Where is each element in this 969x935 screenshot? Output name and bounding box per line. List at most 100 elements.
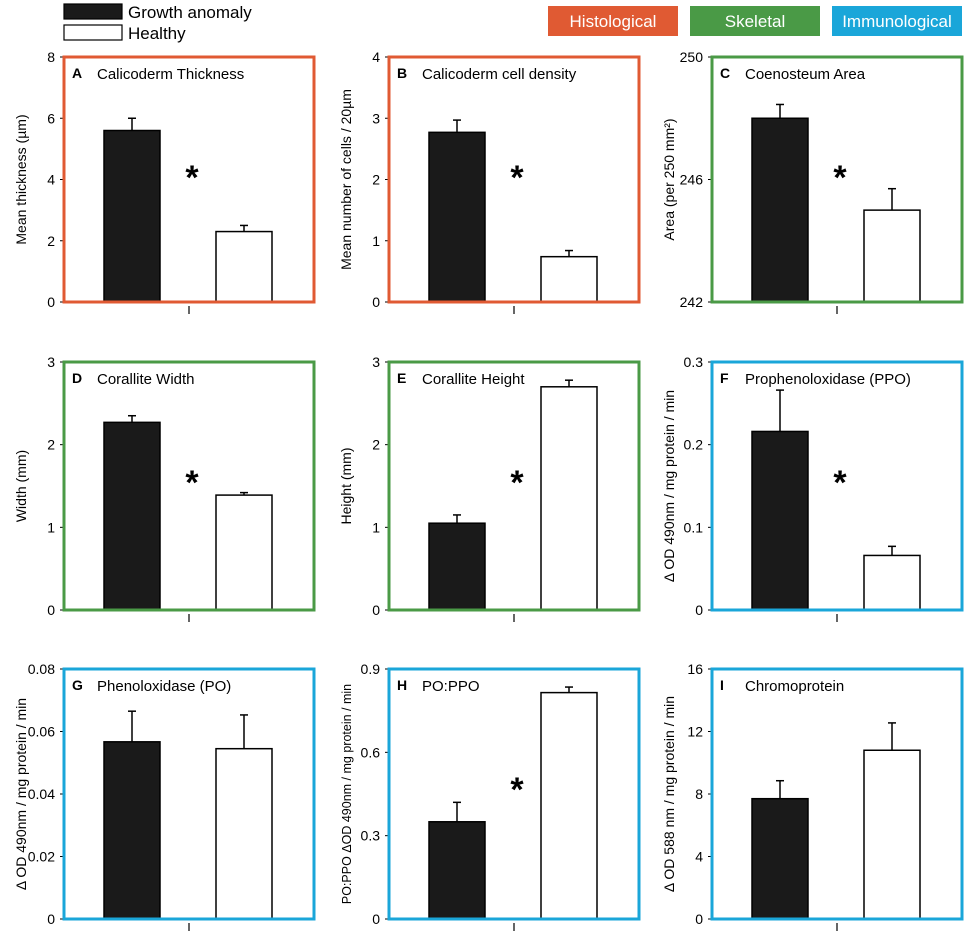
ylabel-i: Δ OD 588 nm / mg protein / min [661, 696, 677, 892]
panel-e: 0 1 2 3 E Corallite Height * Height (mm) [338, 354, 641, 622]
ytick-label-f-1: 0.1 [684, 519, 704, 535]
legend-box-immunological [832, 6, 962, 36]
panel-a: 0 2 4 6 8 A Calicoderm Thickness * Mean thicknes… [13, 49, 316, 314]
ytick-label-f-0: 0 [695, 602, 703, 618]
panel-frame-c [710, 55, 964, 304]
legend-swatch-anomaly [63, 3, 123, 20]
panel-frame-e [387, 360, 641, 612]
bar-anomaly-e [428, 522, 486, 611]
panel-title-b: Calicoderm cell density [422, 66, 577, 83]
panel-frame-a [62, 55, 316, 304]
significance-h: * [510, 771, 524, 809]
panel-frame-b [387, 55, 641, 304]
significance-a: * [185, 159, 199, 197]
ytick-label-b-4: 4 [372, 49, 380, 65]
panel-title-h: PO:PPO [422, 678, 480, 695]
panel-title-c: Coenosteum Area [745, 66, 866, 83]
panel-letter-e: E [397, 370, 406, 386]
ytick-label-i-3: 12 [687, 724, 703, 740]
ytick-label-a-0: 0 [47, 294, 55, 310]
ytick-label-g-2: 0.04 [28, 786, 55, 802]
legend-label-histological: Histological [570, 12, 657, 31]
panel-title-a: Calicoderm Thickness [97, 66, 244, 83]
legend-box-skeletal [690, 6, 820, 36]
legend-label-immunological: Immunological [842, 12, 952, 31]
ytick-label-b-2: 2 [372, 172, 380, 188]
ytick-label-b-0: 0 [372, 294, 380, 310]
panel-title-e: Corallite Height [422, 371, 525, 388]
panel-title-d: Corallite Width [97, 371, 195, 388]
ytick-label-e-3: 3 [372, 354, 380, 370]
legend-label-skeletal: Skeletal [725, 12, 785, 31]
ylabel-b: Mean number of cells / 20µm [338, 89, 354, 270]
ytick-label-i-2: 8 [695, 786, 703, 802]
panel-title-g: Phenoloxidase (PO) [97, 678, 231, 695]
ytick-label-h-0: 0 [372, 911, 380, 927]
significance-e: * [510, 464, 524, 502]
bar-healthy-d [215, 494, 273, 611]
significance-f: * [833, 464, 847, 502]
ytick-label-g-3: 0.06 [28, 724, 55, 740]
panel-h: 0 0.3 0.6 0.9 H PO:PPO * PO:PPO ΔOD 490nm / mg … [340, 661, 641, 931]
ytick-label-b-3: 3 [372, 110, 380, 126]
bar-healthy-h [540, 691, 598, 920]
panel-frame-d [62, 360, 316, 612]
ytick-label-c-1: 246 [680, 172, 704, 188]
ytick-label-a-4: 8 [47, 49, 55, 65]
ytick-label-e-0: 0 [372, 602, 380, 618]
panel-letter-g: G [72, 677, 83, 693]
bar-anomaly-i [751, 797, 809, 920]
ytick-label-i-0: 0 [695, 911, 703, 927]
ytick-label-c-2: 250 [680, 49, 704, 65]
ytick-label-i-4: 16 [687, 661, 703, 677]
panel-title-i: Chromoprotein [745, 678, 844, 695]
legend-label-healthy: Healthy [128, 24, 186, 43]
panel-c: 242 246 250 C Coenosteum Area * Area (per 250 … [661, 49, 964, 314]
panel-letter-i: I [720, 677, 724, 693]
bar-anomaly-d [103, 421, 161, 611]
bar-healthy-g [215, 747, 273, 920]
ytick-label-h-3: 0.9 [361, 661, 381, 677]
ytick-label-g-1: 0.02 [28, 849, 55, 865]
panel-letter-h: H [397, 677, 407, 693]
panel-b: 0 1 2 3 4 B Calicoderm cell density * Mean numbe… [338, 49, 641, 314]
ytick-label-d-3: 3 [47, 354, 55, 370]
ytick-label-a-2: 4 [47, 172, 55, 188]
ytick-label-b-1: 1 [372, 233, 380, 249]
panel-title-f: Prophenoloxidase (PPO) [745, 371, 911, 388]
significance-c: * [833, 159, 847, 197]
panel-f: 0 0.1 0.2 0.3 F Prophenoloxidase (PPO) * Δ OD 4… [661, 354, 964, 622]
panel-d: 0 1 2 3 D Corallite Width * Width (mm) [13, 354, 316, 622]
panel-letter-d: D [72, 370, 82, 386]
legend-swatch-healthy [63, 24, 123, 41]
bar-healthy-a [215, 230, 273, 303]
panel-i: 0 4 8 12 16 I Chromoprotein Δ OD 588 nm / mg pr… [661, 661, 964, 931]
panel-frame-h [387, 667, 641, 921]
panel-frame-f [710, 360, 964, 612]
legend-box-histological [548, 6, 678, 36]
bar-healthy-c [863, 209, 921, 303]
bar-anomaly-a [103, 129, 161, 303]
ytick-label-c-0: 242 [680, 294, 704, 310]
ytick-label-d-1: 1 [47, 519, 55, 535]
ylabel-c: Area (per 250 mm²) [661, 118, 677, 240]
panel-frame-g [62, 667, 316, 921]
legend-label-anomaly: Growth anomaly [128, 3, 252, 22]
bar-anomaly-b [428, 131, 486, 303]
ytick-label-a-3: 6 [47, 110, 55, 126]
bar-anomaly-f [751, 430, 809, 611]
ytick-label-h-1: 0.3 [361, 828, 381, 844]
bar-healthy-f [863, 554, 921, 611]
ytick-label-g-4: 0.08 [28, 661, 55, 677]
bar-anomaly-c [751, 117, 809, 303]
legend: Growth anomaly Healthy Histological Skeleta… [63, 3, 962, 43]
ylabel-h: PO:PPO ΔOD 490nm / mg protein / min [340, 684, 354, 904]
bar-healthy-e [540, 386, 598, 611]
ytick-label-d-2: 2 [47, 437, 55, 453]
ylabel-f: Δ OD 490nm / mg protein / min [661, 390, 677, 582]
panel-frame-i [710, 667, 964, 921]
ytick-label-i-1: 4 [695, 849, 703, 865]
bar-anomaly-h [428, 821, 486, 920]
ytick-label-d-0: 0 [47, 602, 55, 618]
